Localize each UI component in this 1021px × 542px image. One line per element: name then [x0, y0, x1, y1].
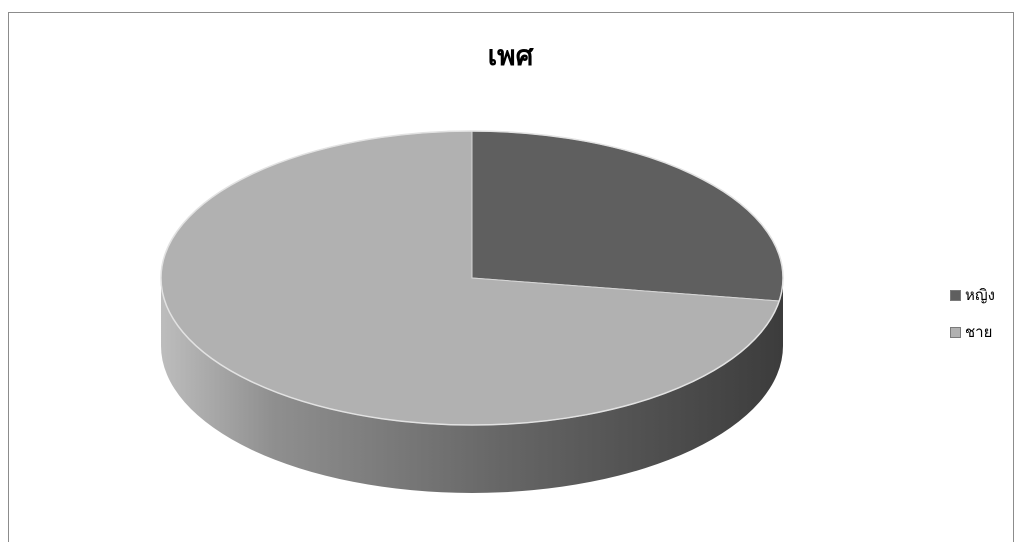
- pie-rim: [160, 130, 784, 426]
- pie-side-wall: [161, 278, 783, 493]
- legend-label-female: หญิง: [965, 286, 995, 304]
- pie-side-surface: [161, 278, 783, 493]
- legend: หญิง ชาย: [950, 284, 995, 358]
- legend-item-female: หญิง: [950, 284, 995, 306]
- legend-swatch-male: [950, 326, 961, 338]
- legend-label-male: ชาย: [965, 323, 993, 341]
- pie-slice-female: [471, 130, 784, 302]
- legend-item-male: ชาย: [950, 321, 995, 343]
- pie-slices: [160, 130, 784, 426]
- legend-swatch-female: [950, 289, 961, 301]
- chart-title: เพศ: [487, 39, 534, 72]
